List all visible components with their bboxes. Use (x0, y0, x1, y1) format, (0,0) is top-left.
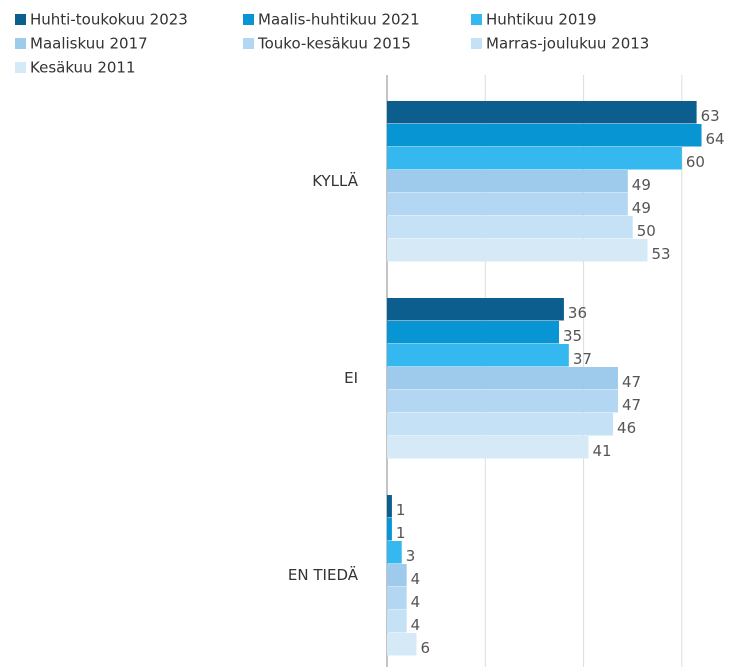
legend-label: Maaliskuu 2017 (30, 35, 148, 53)
bar (387, 413, 614, 436)
legend-swatch (471, 38, 482, 49)
bar (387, 436, 589, 459)
value-label: 53 (651, 245, 670, 263)
value-label: 36 (568, 304, 587, 322)
legend-label: Marras-joulukuu 2013 (486, 35, 649, 53)
value-label: 37 (573, 350, 592, 368)
legend-label: Huhti-toukokuu 2023 (30, 11, 188, 29)
bar (387, 610, 407, 633)
bar (387, 541, 402, 564)
legend-label: Huhtikuu 2019 (486, 11, 597, 29)
value-label: 49 (632, 199, 651, 217)
bar (387, 170, 628, 193)
value-label: 1 (396, 524, 406, 542)
value-label: 4 (411, 593, 421, 611)
bar (387, 193, 628, 216)
legend-label: Kesäkuu 2011 (30, 59, 136, 77)
value-label: 46 (617, 419, 636, 437)
category-label: EN TIEDÄ (288, 565, 359, 584)
value-label: 35 (563, 327, 582, 345)
value-label: 49 (632, 176, 651, 194)
value-label: 4 (411, 616, 421, 634)
bar (387, 216, 633, 239)
value-label: 6 (420, 639, 430, 657)
legend-swatch (471, 14, 482, 25)
legend-swatch (243, 38, 254, 49)
value-label: 1 (396, 501, 406, 519)
bar (387, 298, 564, 321)
bar (387, 239, 648, 262)
bar (387, 495, 392, 518)
bar (387, 147, 682, 170)
category-label: EI (344, 369, 358, 387)
legend-swatch (15, 62, 26, 73)
value-label: 3 (406, 547, 416, 565)
category-label: KYLLÄ (312, 171, 359, 190)
legend-swatch (15, 38, 26, 49)
value-label: 60 (686, 153, 705, 171)
value-label: 47 (622, 373, 641, 391)
bar (387, 518, 392, 541)
value-label: 47 (622, 396, 641, 414)
legend-swatch (243, 14, 254, 25)
value-label: 41 (592, 442, 611, 460)
bar (387, 564, 407, 587)
bar (387, 124, 702, 147)
bar (387, 390, 618, 413)
value-label: 63 (701, 107, 720, 125)
bar (387, 101, 697, 124)
bar (387, 321, 559, 344)
value-label: 50 (637, 222, 656, 240)
legend-label: Maalis-huhtikuu 2021 (258, 11, 420, 29)
value-label: 4 (411, 570, 421, 588)
legend-label: Touko-kesäkuu 2015 (257, 35, 411, 53)
bar (387, 367, 618, 390)
bar (387, 587, 407, 610)
legend-swatch (15, 14, 26, 25)
bar (387, 344, 569, 367)
value-label: 64 (706, 130, 725, 148)
bar (387, 633, 417, 656)
